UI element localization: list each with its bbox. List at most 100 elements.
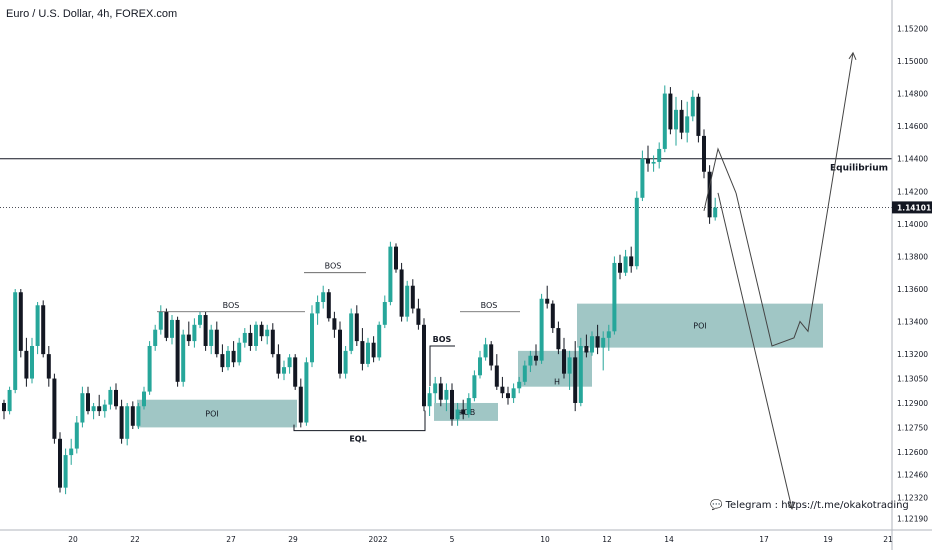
candle[interactable] bbox=[517, 376, 522, 394]
candle[interactable] bbox=[371, 336, 376, 363]
candle[interactable] bbox=[528, 350, 533, 373]
candle[interactable] bbox=[142, 386, 146, 410]
candle[interactable] bbox=[181, 329, 186, 387]
candle[interactable] bbox=[399, 262, 404, 322]
candle[interactable] bbox=[276, 344, 281, 379]
candle[interactable] bbox=[119, 399, 124, 444]
candle[interactable] bbox=[506, 386, 510, 405]
candle[interactable] bbox=[455, 402, 460, 426]
candle[interactable] bbox=[696, 93, 701, 143]
candle[interactable] bbox=[394, 243, 398, 273]
candle[interactable] bbox=[102, 399, 107, 418]
candle[interactable] bbox=[158, 305, 163, 335]
candle[interactable] bbox=[192, 318, 197, 348]
candle[interactable] bbox=[405, 280, 410, 322]
candle[interactable] bbox=[231, 341, 236, 368]
candle[interactable] bbox=[242, 328, 247, 348]
candle[interactable] bbox=[86, 386, 90, 415]
candle[interactable] bbox=[573, 341, 578, 412]
candle[interactable] bbox=[427, 386, 432, 417]
candle[interactable] bbox=[511, 383, 516, 403]
candle[interactable] bbox=[606, 324, 611, 351]
candle[interactable] bbox=[612, 256, 617, 335]
candle[interactable] bbox=[438, 376, 443, 407]
candle[interactable] bbox=[466, 393, 471, 418]
candle[interactable] bbox=[534, 344, 538, 366]
candle[interactable] bbox=[203, 311, 208, 351]
candle[interactable] bbox=[74, 416, 79, 454]
candle[interactable] bbox=[2, 399, 6, 420]
candle[interactable] bbox=[186, 321, 191, 346]
candle[interactable] bbox=[35, 302, 40, 355]
candle[interactable] bbox=[494, 354, 499, 390]
zone-box[interactable] bbox=[137, 399, 297, 428]
candle[interactable] bbox=[30, 337, 34, 384]
candle[interactable] bbox=[410, 279, 415, 314]
candle[interactable] bbox=[651, 155, 656, 172]
candle[interactable] bbox=[153, 324, 158, 351]
candle[interactable] bbox=[304, 357, 309, 426]
candle[interactable] bbox=[41, 300, 46, 358]
zone-box[interactable] bbox=[577, 303, 823, 348]
candle[interactable] bbox=[545, 285, 550, 309]
candle[interactable] bbox=[52, 373, 57, 444]
candle[interactable] bbox=[433, 376, 438, 403]
candle[interactable] bbox=[293, 354, 298, 390]
candle[interactable] bbox=[416, 298, 421, 330]
candle[interactable] bbox=[679, 100, 684, 140]
candle[interactable] bbox=[489, 341, 494, 371]
candle[interactable] bbox=[298, 378, 303, 428]
candle[interactable] bbox=[108, 386, 113, 410]
candle[interactable] bbox=[125, 402, 130, 446]
candle[interactable] bbox=[259, 321, 264, 342]
candle[interactable] bbox=[130, 401, 135, 430]
candle[interactable] bbox=[662, 85, 667, 153]
candle[interactable] bbox=[360, 328, 365, 371]
candle[interactable] bbox=[634, 191, 639, 270]
candle[interactable] bbox=[58, 432, 62, 493]
candle[interactable] bbox=[13, 288, 18, 394]
candle[interactable] bbox=[338, 321, 342, 379]
candle[interactable] bbox=[707, 165, 712, 224]
candle[interactable] bbox=[500, 376, 505, 399]
price-axis[interactable]: 1.15200 1.15000 1.14800 1.14600 1.14400 1.142… bbox=[891, 0, 932, 550]
candle[interactable] bbox=[377, 321, 382, 361]
candle[interactable] bbox=[198, 311, 202, 329]
time-axis[interactable]: 20 22 27 29 2022 5 10 12 14 17 19 21 bbox=[0, 529, 932, 544]
candle[interactable] bbox=[444, 383, 449, 412]
candle[interactable] bbox=[80, 386, 85, 428]
candle[interactable] bbox=[382, 295, 387, 329]
candle[interactable] bbox=[24, 337, 29, 387]
candle[interactable] bbox=[522, 360, 527, 386]
candle[interactable] bbox=[265, 324, 270, 345]
candle[interactable] bbox=[657, 142, 662, 169]
candle[interactable] bbox=[69, 438, 74, 465]
candle[interactable] bbox=[556, 321, 561, 355]
candle[interactable] bbox=[46, 345, 51, 387]
candle[interactable] bbox=[287, 354, 292, 374]
candle[interactable] bbox=[91, 402, 96, 420]
candle[interactable] bbox=[483, 337, 488, 361]
candle[interactable] bbox=[354, 305, 359, 346]
candle[interactable] bbox=[63, 448, 68, 495]
candle[interactable] bbox=[550, 300, 555, 333]
candle[interactable] bbox=[422, 318, 426, 412]
candle[interactable] bbox=[461, 399, 466, 420]
candle[interactable] bbox=[618, 254, 622, 280]
candle[interactable] bbox=[567, 350, 572, 390]
candle[interactable] bbox=[254, 321, 258, 351]
candle[interactable] bbox=[237, 337, 242, 366]
candle[interactable] bbox=[668, 87, 673, 135]
candle[interactable] bbox=[170, 315, 174, 345]
candle[interactable] bbox=[578, 337, 583, 407]
candle[interactable] bbox=[366, 337, 370, 368]
candle[interactable] bbox=[270, 323, 275, 358]
candle[interactable] bbox=[702, 129, 706, 179]
candle[interactable] bbox=[690, 90, 695, 122]
candle[interactable] bbox=[248, 324, 253, 351]
candle[interactable] bbox=[450, 383, 454, 426]
candle[interactable] bbox=[114, 383, 118, 410]
candle[interactable] bbox=[478, 350, 482, 379]
telegram-link[interactable]: 💬 Telegram : https://t.me/okakotrading bbox=[710, 500, 909, 511]
